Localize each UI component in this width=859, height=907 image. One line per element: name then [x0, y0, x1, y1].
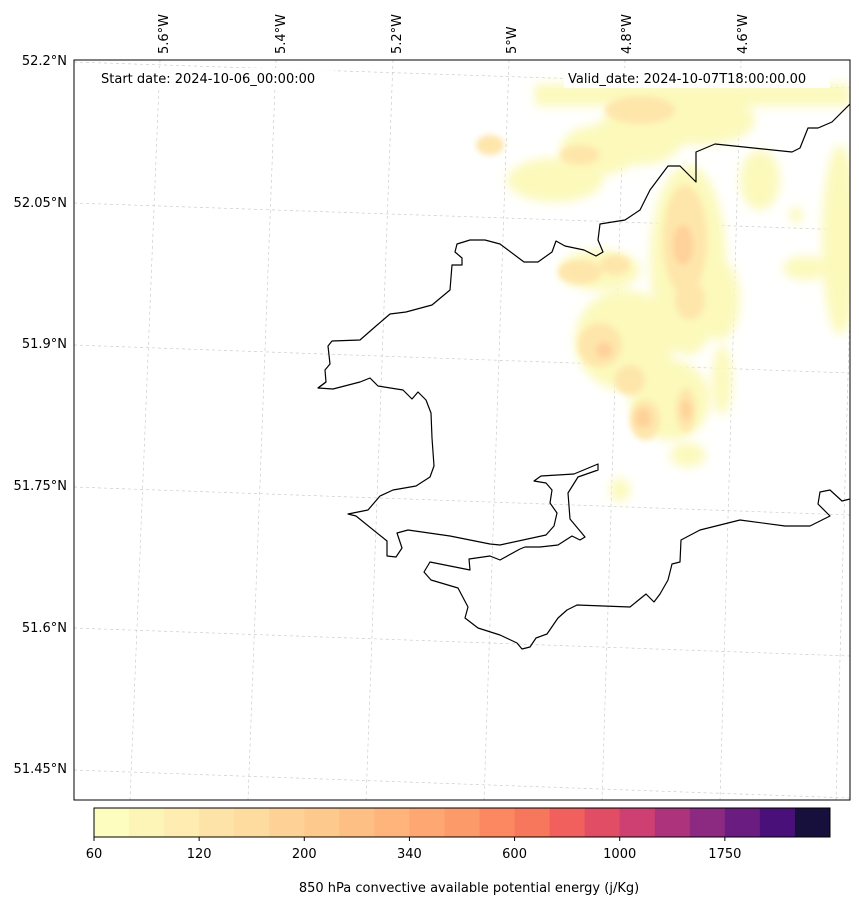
colorbar-cell	[654, 808, 691, 837]
colorbar-tick-label: 340	[397, 847, 422, 862]
start-date-label: Start date: 2024-10-06_00:00:00	[101, 72, 315, 87]
lat-label: 51.45°N	[14, 762, 67, 777]
coastline-outline	[317, 103, 850, 650]
colorbar-cell	[724, 808, 761, 837]
colorbar-tick-label: 1000	[603, 847, 636, 862]
start-date-box	[98, 68, 334, 88]
colorbar-cell	[479, 808, 516, 837]
colorbar-cell	[304, 808, 340, 837]
colorbar-cell	[514, 808, 551, 837]
colorbar-cell	[164, 808, 200, 837]
lat-label: 51.6°N	[22, 621, 67, 636]
valid-date-box	[564, 68, 830, 88]
colorbar-tick-label: 600	[502, 847, 527, 862]
lat-label: 52.05°N	[14, 196, 67, 211]
coastline-island	[317, 381, 327, 389]
colorbar-cell	[269, 808, 305, 837]
map-frame	[73, 59, 851, 801]
cape-region	[535, 84, 850, 106]
cape-shaded-field	[476, 84, 850, 502]
colorbar-title: 850 hPa convective available potential e…	[299, 881, 639, 896]
lon-label: 5.2°W	[390, 14, 405, 54]
colorbar-cell	[794, 808, 831, 837]
lon-label: 4.6°W	[736, 14, 751, 54]
lat-label: 51.9°N	[22, 337, 67, 352]
colorbar-cell	[619, 808, 656, 837]
lat-label: 51.75°N	[14, 479, 67, 494]
lon-label: 5°W	[505, 26, 520, 54]
colorbar-cell	[584, 808, 621, 837]
lon-label: 5.4°W	[274, 14, 289, 54]
colorbar-cell	[409, 808, 445, 837]
colorbar-cell	[339, 808, 375, 837]
colorbar-cell	[549, 808, 586, 837]
colorbar-cell	[234, 808, 270, 837]
colorbar-cell	[689, 808, 726, 837]
colorbar-tick-label: 1750	[708, 847, 741, 862]
colorbar-cell	[444, 808, 481, 837]
cape-region	[476, 135, 504, 155]
colorbar: 60 120 200 340 600 1000 1750 850 hPa convectiv…	[86, 807, 831, 896]
colorbar-frame	[93, 807, 831, 838]
cape-region	[673, 225, 693, 265]
lat-label: 52.2°N	[22, 54, 67, 69]
colorbar-cell	[759, 808, 796, 837]
colorbar-ticks: 60 120 200 340 600 1000 1750	[86, 837, 741, 862]
lon-label: 4.8°W	[620, 14, 635, 54]
lon-label: 5.6°W	[157, 14, 172, 54]
colorbar-cells	[94, 808, 831, 837]
longitude-labels: 5.6°W 5.4°W 5.2°W 5°W 4.8°W 4.6°W	[157, 14, 751, 54]
colorbar-cell	[94, 808, 130, 837]
colorbar-cell	[199, 808, 235, 837]
map-plot-area	[74, 60, 850, 800]
colorbar-tick-label: 120	[187, 847, 212, 862]
colorbar-cell	[129, 808, 165, 837]
coastline-main	[317, 103, 850, 650]
latitude-labels: 52.2°N 52.05°N 51.9°N 51.75°N 51.6°N 51.…	[14, 54, 67, 777]
colorbar-tick-label: 200	[292, 847, 317, 862]
colorbar-tick-label: 60	[86, 847, 103, 862]
colorbar-cell	[374, 808, 410, 837]
valid-date-label: Valid_date: 2024-10-07T18:00:00.00	[568, 72, 806, 87]
